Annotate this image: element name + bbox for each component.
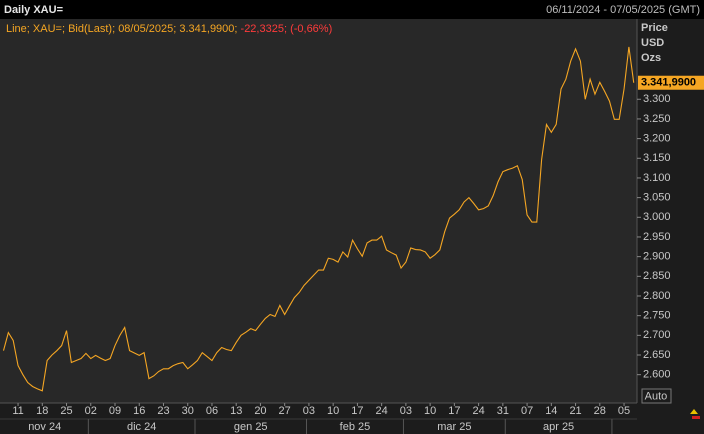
x-tick-label: 20 [254, 405, 266, 417]
date-range: 06/11/2024 - 07/05/2025 (GMT) [546, 4, 700, 16]
month-label: nov 24 [28, 421, 61, 433]
y-axis-label: Ozs [641, 52, 661, 64]
y-tick-label: 2.650 [643, 349, 671, 361]
month-label: feb 25 [340, 421, 371, 433]
x-tick-label: 09 [109, 405, 121, 417]
legend-change: -22,3325; (-0,66%) [241, 23, 333, 35]
x-tick-label: 21 [569, 405, 581, 417]
y-tick-label: 3.300 [643, 93, 671, 105]
x-tick-label: 28 [594, 405, 606, 417]
x-tick-label: 17 [351, 405, 363, 417]
auto-button[interactable] [641, 388, 672, 404]
legend-text: Line; XAU=; Bid(Last); 08/05/2025; 3.341… [6, 23, 237, 35]
x-tick-label: 06 [206, 405, 218, 417]
x-tick-label: 24 [376, 405, 388, 417]
y-tick-label: 3.150 [643, 152, 671, 164]
month-label: dic 24 [127, 421, 156, 433]
y-tick-label: 2.900 [643, 251, 671, 263]
x-tick-label: 24 [472, 405, 484, 417]
y-tick-label: 2.850 [643, 270, 671, 282]
x-tick-label: 03 [400, 405, 412, 417]
month-label: mar 25 [437, 421, 471, 433]
x-tick-label: 10 [424, 405, 436, 417]
month-label: gen 25 [234, 421, 268, 433]
y-tick-label: 2.800 [643, 290, 671, 302]
last-value-label: 3.341,9900 [641, 77, 696, 89]
x-tick-label: 05 [618, 405, 630, 417]
x-tick-label: 27 [279, 405, 291, 417]
last-value-box [638, 75, 704, 90]
x-tick-label: 13 [230, 405, 242, 417]
x-tick-label: 03 [303, 405, 315, 417]
month-label: apr 25 [543, 421, 574, 433]
x-tick-label: 16 [133, 405, 145, 417]
y-tick-label: 2.950 [643, 231, 671, 243]
chart-title: Daily XAU= [4, 4, 63, 16]
x-tick-label: 23 [157, 405, 169, 417]
y-axis-label: Price [641, 22, 668, 34]
x-tick-label: 30 [182, 405, 194, 417]
y-tick-label: 3.100 [643, 172, 671, 184]
legend: Line; XAU=; Bid(Last); 08/05/2025; 3.341… [6, 23, 332, 35]
x-tick-label: 14 [545, 405, 557, 417]
x-tick-label: 17 [448, 405, 460, 417]
price-line [2, 46, 635, 392]
x-tick-label: 31 [497, 405, 509, 417]
plot-area [0, 19, 637, 403]
x-tick-label: 18 [36, 405, 48, 417]
y-tick-label: 3.000 [643, 211, 671, 223]
x-tick-label: 10 [327, 405, 339, 417]
x-tick-label: 11 [12, 405, 23, 417]
x-tick-label: 02 [85, 405, 97, 417]
x-tick-label: 07 [521, 405, 533, 417]
corner-icon [690, 409, 700, 419]
x-tick-label: 25 [60, 405, 72, 417]
auto-button-label[interactable]: Auto [645, 390, 668, 402]
y-tick-label: 3.050 [643, 192, 671, 204]
y-tick-label: 2.700 [643, 329, 671, 341]
y-tick-label: 2.750 [643, 310, 671, 322]
y-tick-label: 3.200 [643, 133, 671, 145]
y-tick-label: 3.250 [643, 113, 671, 125]
y-axis-label: USD [641, 37, 664, 49]
y-tick-label: 2.600 [643, 369, 671, 381]
